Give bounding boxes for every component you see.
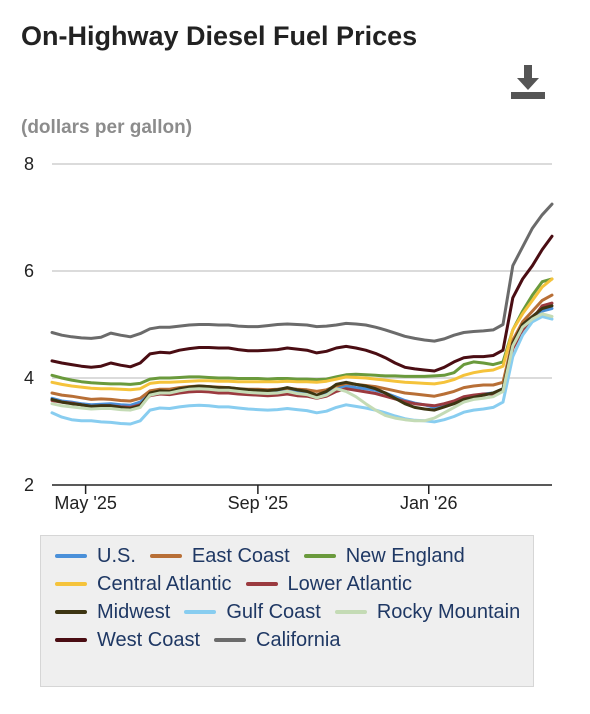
legend-item-u-s[interactable]: U.S.	[55, 542, 136, 570]
series-line-central-atlantic[interactable]	[50, 277, 554, 392]
x-tick-label: May '25	[54, 493, 116, 513]
legend-swatch	[55, 582, 87, 586]
legend-item-new-england[interactable]: New England	[303, 542, 465, 570]
series-line-new-england[interactable]	[50, 277, 554, 386]
legend-label: Central Atlantic	[97, 572, 232, 595]
legend-swatch	[184, 610, 217, 614]
legend-label: U.S.	[97, 544, 136, 567]
series-line-rocky-mountain[interactable]	[50, 312, 554, 423]
x-tick-label: Sep '25	[228, 493, 289, 513]
legend-swatch	[303, 554, 336, 558]
axes: 2 4 6 8 May '25 Sep '25 Jan '26	[24, 154, 552, 513]
legend-item-central-atlantic[interactable]: Central Atlantic	[55, 570, 232, 598]
legend-label: New England	[345, 544, 465, 567]
series-line-gulf-coast[interactable]	[50, 315, 554, 426]
series-line-california[interactable]	[50, 202, 554, 343]
x-tick-label: Jan '26	[400, 493, 457, 513]
legend-swatch	[245, 582, 278, 586]
legend: U.S. East Coast New England Central Atlanti…	[40, 535, 534, 687]
legend-label: Gulf Coast	[226, 600, 321, 623]
legend-item-rocky-mountain[interactable]: Rocky Mountain	[334, 598, 521, 626]
y-tick-label: 8	[24, 154, 34, 174]
line-chart: 2 4 6 8 May '25 Sep '25 Jan '26	[24, 154, 554, 513]
legend-label: East Coast	[191, 544, 290, 567]
download-icon[interactable]	[508, 63, 548, 103]
legend-label: Rocky Mountain	[376, 600, 521, 623]
y-tick-label: 2	[24, 475, 34, 495]
legend-swatch	[334, 610, 367, 614]
legend-label: Lower Atlantic	[287, 572, 413, 595]
legend-item-midwest[interactable]: Midwest	[55, 598, 170, 626]
legend-item-gulf-coast[interactable]: Gulf Coast	[184, 598, 321, 626]
legend-swatch	[214, 638, 246, 642]
legend-item-east-coast[interactable]: East Coast	[149, 542, 290, 570]
chart-title: On-Highway Diesel Fuel Prices	[21, 21, 418, 51]
legend-swatch	[55, 638, 87, 642]
legend-item-california[interactable]: California	[214, 626, 340, 654]
legend-swatch	[55, 610, 87, 614]
chart-subtitle: (dollars per gallon)	[21, 117, 193, 138]
legend-label: Midwest	[97, 600, 171, 623]
series-line-midwest[interactable]	[50, 304, 554, 412]
y-tick-label: 4	[24, 368, 34, 388]
legend-label: West Coast	[97, 628, 200, 651]
series-lines	[50, 202, 554, 426]
legend-item-lower-atlantic[interactable]: Lower Atlantic	[245, 570, 413, 598]
grid-lines	[52, 163, 552, 379]
legend-label: California	[256, 628, 341, 651]
series-line-west-coast[interactable]	[50, 234, 554, 373]
legend-item-west-coast[interactable]: West Coast	[55, 626, 200, 654]
legend-swatch	[55, 554, 87, 558]
y-tick-label: 6	[24, 261, 34, 281]
legend-swatch	[149, 554, 182, 558]
